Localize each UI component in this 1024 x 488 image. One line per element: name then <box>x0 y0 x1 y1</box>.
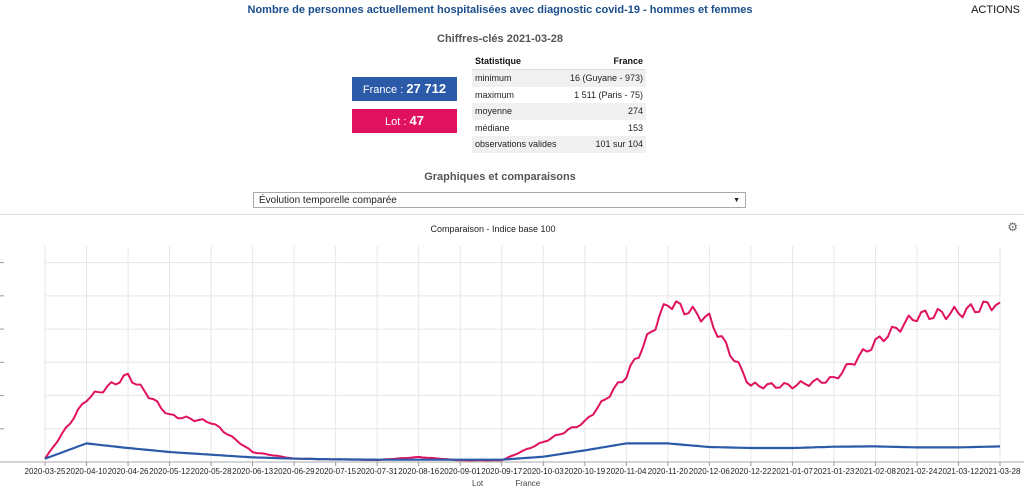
x-tick-label: 2021-02-24 <box>896 467 937 476</box>
x-tick-label: 2020-11-04 <box>606 467 647 476</box>
x-tick-label: 2021-01-23 <box>813 467 854 476</box>
chart-type-selected-value: Évolution temporelle comparée <box>259 195 397 206</box>
stat-label: observations valides <box>472 136 563 153</box>
x-tick-label: 2020-08-16 <box>398 467 439 476</box>
table-row: minimum 16 (Guyane - 973) <box>472 70 646 87</box>
actions-menu-button[interactable]: ACTIONS <box>971 4 1020 16</box>
x-tick-label: 2020-09-17 <box>481 467 522 476</box>
x-tick-label: 2020-05-28 <box>191 467 232 476</box>
chart-type-select[interactable]: Évolution temporelle comparée ▼ <box>253 192 746 208</box>
x-tick-label: 2020-12-22 <box>730 467 771 476</box>
legend-item-lot[interactable]: Lot <box>472 479 483 488</box>
lot-badge-value: 47 <box>410 113 424 128</box>
x-tick-label: 2021-03-12 <box>938 467 979 476</box>
chart-legend: Lot France <box>472 479 570 488</box>
stat-label: médiane <box>472 120 563 137</box>
table-header-row: Statistique France <box>472 53 646 70</box>
france-badge-value: 27 712 <box>406 81 446 96</box>
gear-icon[interactable]: ⚙ <box>1007 220 1018 234</box>
x-tick-label: 2020-11-20 <box>648 467 689 476</box>
x-tick-label: 2020-04-10 <box>66 467 107 476</box>
x-tick-label: 2020-04-26 <box>108 467 149 476</box>
section-divider <box>0 214 1024 215</box>
x-tick-label: 2020-10-19 <box>564 467 605 476</box>
table-row: médiane 153 <box>472 120 646 137</box>
column-header-france: France <box>563 53 646 70</box>
stat-label: minimum <box>472 70 563 87</box>
x-tick-label: 2020-12-06 <box>689 467 730 476</box>
statistics-table: Statistique France minimum 16 (Guyane - … <box>472 53 646 153</box>
caret-down-icon: ▼ <box>733 193 740 209</box>
stat-value: 16 (Guyane - 973) <box>563 70 646 87</box>
x-tick-label: 2020-07-15 <box>315 467 356 476</box>
x-tick-label: 2021-01-07 <box>772 467 813 476</box>
series-line-lot <box>45 301 1000 460</box>
x-tick-label: 2020-05-12 <box>149 467 190 476</box>
key-figures-title: Chiffres-clés 2021-03-28 <box>0 33 1000 45</box>
x-tick-label: 2020-06-13 <box>232 467 273 476</box>
x-tick-label: 2020-07-31 <box>357 467 398 476</box>
x-tick-label: 2021-02-08 <box>855 467 896 476</box>
x-tick-label: 2020-03-25 <box>25 467 66 476</box>
graphs-section-title: Graphiques et comparaisons <box>0 171 1000 183</box>
legend-item-france[interactable]: France <box>515 479 540 488</box>
x-tick-label: 2020-10-03 <box>523 467 564 476</box>
lot-total-badge: Lot : 47 <box>352 109 457 133</box>
table-row: maximum 1 511 (Paris - 75) <box>472 87 646 104</box>
stat-value: 274 <box>563 103 646 120</box>
x-tick-label: 2021-03-28 <box>980 467 1021 476</box>
stat-value: 1 511 (Paris - 75) <box>563 87 646 104</box>
france-total-badge: France : 27 712 <box>352 77 457 101</box>
page-title: Nombre de personnes actuellement hospita… <box>0 4 1000 16</box>
x-tick-label: 2020-09-01 <box>440 467 481 476</box>
stat-value: 101 sur 104 <box>563 136 646 153</box>
france-badge-label: France : <box>363 84 406 96</box>
table-row: observations valides 101 sur 104 <box>472 136 646 153</box>
x-tick-label: 2020-06-29 <box>274 467 315 476</box>
chart-title: Comparaison - Indice base 100 <box>0 224 986 234</box>
stat-label: maximum <box>472 87 563 104</box>
table-row: moyenne 274 <box>472 103 646 120</box>
stat-value: 153 <box>563 120 646 137</box>
stat-label: moyenne <box>472 103 563 120</box>
lot-badge-label: Lot : <box>385 116 409 128</box>
column-header-statistic: Statistique <box>472 53 563 70</box>
